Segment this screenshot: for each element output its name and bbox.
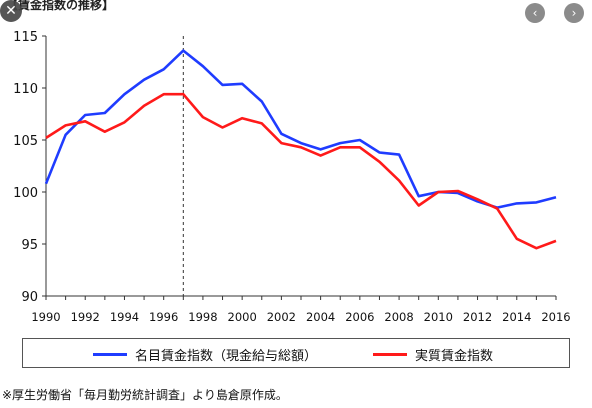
x-tick-label: 2008	[384, 310, 413, 324]
x-tick-label: 2000	[228, 310, 257, 324]
legend-swatch-red	[373, 353, 407, 356]
next-icon[interactable]: ›	[564, 3, 584, 23]
y-tick-label: 105	[13, 134, 38, 149]
x-tick-label: 2010	[424, 310, 453, 324]
close-icon[interactable]: ✕	[0, 0, 22, 22]
y-tick-label: 100	[13, 186, 38, 201]
x-tick-label: 2014	[502, 310, 531, 324]
y-tick-label: 110	[13, 82, 38, 97]
x-tick-label: 2016	[541, 310, 570, 324]
chart-legend: 名目賃金指数（現金給与総額） 実質賃金指数	[22, 338, 570, 368]
chart-title: 【賃金指数の推移】	[6, 0, 115, 12]
series-line-nominal	[44, 49, 557, 209]
y-tick-label: 95	[21, 238, 38, 253]
x-tick-label: 2002	[267, 310, 296, 324]
legend-item-nominal: 名目賃金指数（現金給与総額）	[93, 345, 317, 364]
legend-item-real: 実質賃金指数	[373, 345, 493, 364]
legend-label-real: 実質賃金指数	[415, 349, 494, 364]
legend-swatch-blue	[93, 353, 127, 356]
series-line-real	[45, 92, 557, 250]
legend-label-nominal: 名目賃金指数（現金給与総額）	[135, 349, 318, 364]
y-tick-label: 115	[13, 30, 38, 45]
x-tick-label: 2012	[463, 310, 492, 324]
x-tick-label: 1998	[188, 310, 217, 324]
x-tick-label: 1994	[110, 310, 139, 324]
prev-icon[interactable]: ‹	[525, 3, 545, 23]
source-note: ※厚生労働省「毎月勤労統計調査」より島倉原作成。	[2, 388, 288, 402]
x-tick-label: 2006	[345, 310, 374, 324]
y-tick-label: 90	[21, 290, 38, 305]
x-tick-label: 1992	[71, 310, 100, 324]
x-tick-label: 1990	[31, 310, 60, 324]
x-tick-label: 2004	[306, 310, 335, 324]
x-tick-label: 1996	[149, 310, 178, 324]
